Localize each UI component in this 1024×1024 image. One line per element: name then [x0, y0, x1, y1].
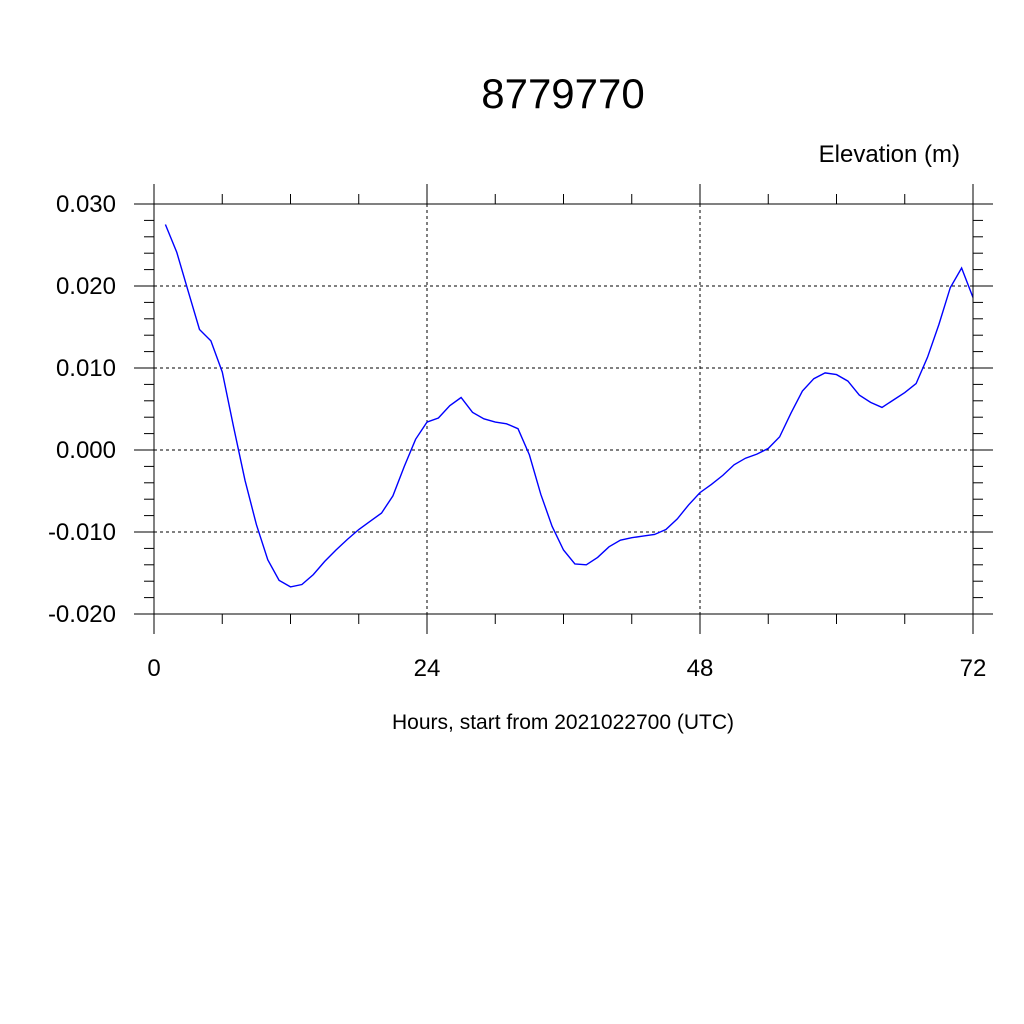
x-tick-label: 48	[687, 655, 714, 682]
y-axis-label: Elevation (m)	[819, 141, 960, 168]
x-tick-label: 72	[960, 655, 987, 682]
x-tick-label: 24	[414, 655, 441, 682]
y-tick-labels: 0.030 0.020 0.010 0.000 -0.010 -0.020	[48, 191, 116, 628]
y-tick-label: -0.010	[48, 519, 116, 546]
chart-title: 8779770	[481, 70, 645, 117]
x-tick-label: 0	[147, 655, 160, 682]
y-tick-label: 0.020	[56, 273, 116, 300]
x-tick-labels: 0 24 48 72	[147, 655, 986, 682]
y-tick-label: 0.030	[56, 191, 116, 218]
x-axis-label: Hours, start from 2021022700 (UTC)	[392, 711, 734, 734]
series-line	[164, 224, 974, 588]
major-ticks	[134, 184, 993, 634]
y-tick-label: 0.000	[56, 437, 116, 464]
y-tick-label: 0.010	[56, 355, 116, 382]
minor-ticks	[144, 194, 983, 624]
grid	[153, 203, 974, 615]
plot-frame	[153, 203, 974, 615]
y-tick-label: -0.020	[48, 601, 116, 628]
